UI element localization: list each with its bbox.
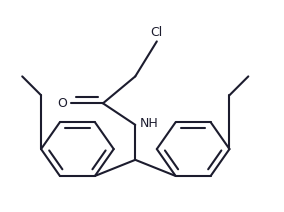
Text: O: O <box>57 97 67 110</box>
Text: Cl: Cl <box>151 26 163 39</box>
Text: NH: NH <box>139 117 158 130</box>
